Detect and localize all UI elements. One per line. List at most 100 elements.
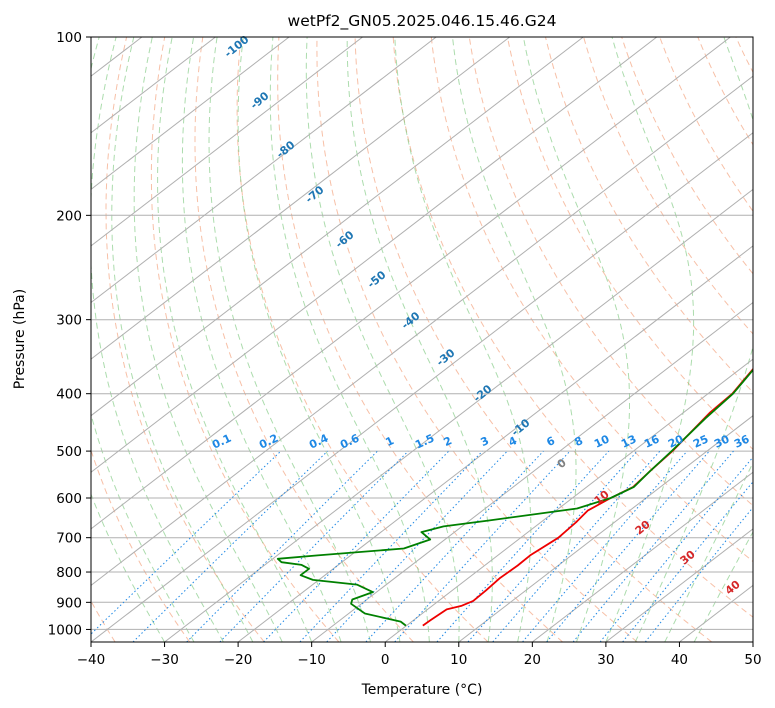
mixing-ratio-line bbox=[219, 450, 409, 642]
y-tick-label: 800 bbox=[56, 565, 82, 581]
moist-adiabat bbox=[133, 37, 283, 642]
y-tick-label: 300 bbox=[56, 313, 82, 329]
mixing-ratio-line bbox=[299, 450, 483, 642]
isotherm-line bbox=[311, 301, 753, 642]
mixing-ratio-label: 13 bbox=[619, 432, 638, 450]
dry-adiabat bbox=[659, 37, 753, 213]
mixing-ratio-line bbox=[263, 450, 450, 642]
mixing-ratio-label: 10 bbox=[592, 432, 612, 450]
isotherm-label: -60 bbox=[333, 228, 357, 251]
x-tick-label: −20 bbox=[224, 652, 253, 668]
x-tick-label: 40 bbox=[671, 652, 688, 668]
y-tick-label: 100 bbox=[56, 30, 82, 46]
mixing-ratio-label: 20 bbox=[666, 432, 686, 450]
mixing-ratio-line bbox=[132, 450, 328, 642]
mixing-ratio-label: 36 bbox=[732, 432, 752, 450]
mixing-ratio-line bbox=[522, 450, 688, 642]
background-line-layer bbox=[0, 37, 753, 642]
moist-adiabat bbox=[452, 37, 577, 642]
mixing-ratio-label: 25 bbox=[691, 432, 710, 450]
x-axis-title: Temperature (°C) bbox=[361, 682, 483, 698]
chart-title: wetPf2_GN05.2025.046.15.46.G24 bbox=[288, 12, 557, 31]
isotherm-line bbox=[91, 37, 290, 191]
mixing-ratio-line bbox=[394, 450, 571, 642]
dry-adiabat bbox=[392, 37, 753, 618]
y-tick-label: 600 bbox=[56, 491, 82, 507]
mixing-ratio-label: 0.4 bbox=[307, 431, 330, 451]
isotherm-line bbox=[91, 37, 731, 530]
isotherm-line bbox=[384, 358, 753, 642]
x-tick-label: −10 bbox=[297, 652, 326, 668]
y-axis-title: Pressure (hPa) bbox=[12, 289, 28, 389]
isotherm-label: 10 bbox=[592, 488, 612, 508]
dry-adiabat bbox=[0, 37, 70, 642]
mixing-ratio-line bbox=[546, 450, 710, 642]
moist-adiabat bbox=[208, 37, 371, 642]
moist-adiabat bbox=[634, 37, 753, 642]
x-tick-label: 0 bbox=[381, 652, 390, 668]
mixing-ratio-label: 3 bbox=[479, 434, 491, 449]
dry-adiabat bbox=[621, 37, 753, 275]
isotherm-label: -20 bbox=[471, 382, 495, 405]
isotherm-label: 0 bbox=[555, 456, 569, 471]
moist-adiabat bbox=[181, 37, 342, 642]
mixing-ratio-label: 0.2 bbox=[257, 432, 280, 452]
dewpoint-line bbox=[276, 368, 753, 627]
isotherm-line bbox=[531, 471, 753, 642]
y-tick-label: 900 bbox=[56, 595, 82, 611]
moist-adiabat bbox=[605, 37, 695, 642]
dry-adiabat bbox=[697, 37, 753, 146]
x-tick-label: 20 bbox=[524, 652, 541, 668]
dry-adiabat bbox=[105, 37, 265, 642]
mixing-ratio-label: 2 bbox=[442, 434, 454, 449]
isotherm-label: -50 bbox=[365, 268, 389, 291]
moist-adiabat bbox=[394, 37, 532, 642]
moist-adiabat bbox=[91, 37, 224, 642]
mixing-ratio-label: 0.6 bbox=[338, 431, 361, 451]
isotherm-line bbox=[91, 37, 511, 360]
isotherm-label: -40 bbox=[399, 309, 423, 332]
mixing-ratio-line bbox=[91, 450, 282, 635]
y-tick-label: 1000 bbox=[48, 622, 82, 638]
iso-label-layer: -100-90-80-70-60-50-40-30-20-10010203040… bbox=[210, 33, 752, 598]
x-tick-label: 30 bbox=[597, 652, 614, 668]
isotherm-label: 20 bbox=[633, 518, 653, 538]
moist-adiabat bbox=[269, 37, 430, 642]
x-tick-label: −30 bbox=[150, 652, 179, 668]
dry-adiabat bbox=[735, 37, 753, 74]
isotherm-label: -70 bbox=[303, 183, 327, 206]
dry-adiabat bbox=[506, 37, 753, 451]
x-tick-label: 10 bbox=[450, 652, 467, 668]
y-tick-label: 200 bbox=[56, 208, 82, 224]
plot-frame bbox=[90, 36, 754, 643]
mixing-ratio-line bbox=[572, 450, 734, 642]
isotherm-line bbox=[91, 37, 363, 247]
dry-adiabat bbox=[91, 448, 191, 642]
dry-adiabat bbox=[277, 37, 563, 642]
isotherm-line bbox=[91, 75, 753, 587]
y-tick-label: 700 bbox=[56, 531, 82, 547]
isotherm-label: 30 bbox=[678, 548, 698, 568]
mixing-ratio-line bbox=[326, 450, 508, 642]
isotherm-line bbox=[91, 37, 437, 304]
isotherm-line bbox=[752, 641, 753, 642]
mixing-ratio-line bbox=[644, 506, 753, 642]
isotherm-line bbox=[91, 37, 658, 473]
isotherm-line bbox=[458, 415, 753, 642]
profile-layer bbox=[276, 367, 753, 627]
moist-adiabat bbox=[522, 37, 630, 642]
axes: −40 −30 −20 −10 0 10 20 30 40 5010020030040050060… bbox=[48, 30, 762, 668]
isotherm-line bbox=[237, 245, 753, 642]
moist-adiabat bbox=[157, 37, 313, 642]
mixing-ratio-label: 6 bbox=[545, 434, 558, 449]
isotherm-label: -90 bbox=[248, 89, 272, 112]
isotherm-line bbox=[605, 528, 753, 642]
moist-adiabat bbox=[91, 37, 195, 642]
mixing-ratio-line bbox=[467, 450, 638, 642]
mixing-ratio-line bbox=[622, 481, 753, 642]
mixing-ratio-line bbox=[599, 456, 753, 642]
mixing-ratio-line bbox=[436, 450, 610, 642]
isotherm-label: -80 bbox=[274, 138, 298, 161]
dry-adiabat bbox=[468, 37, 753, 507]
